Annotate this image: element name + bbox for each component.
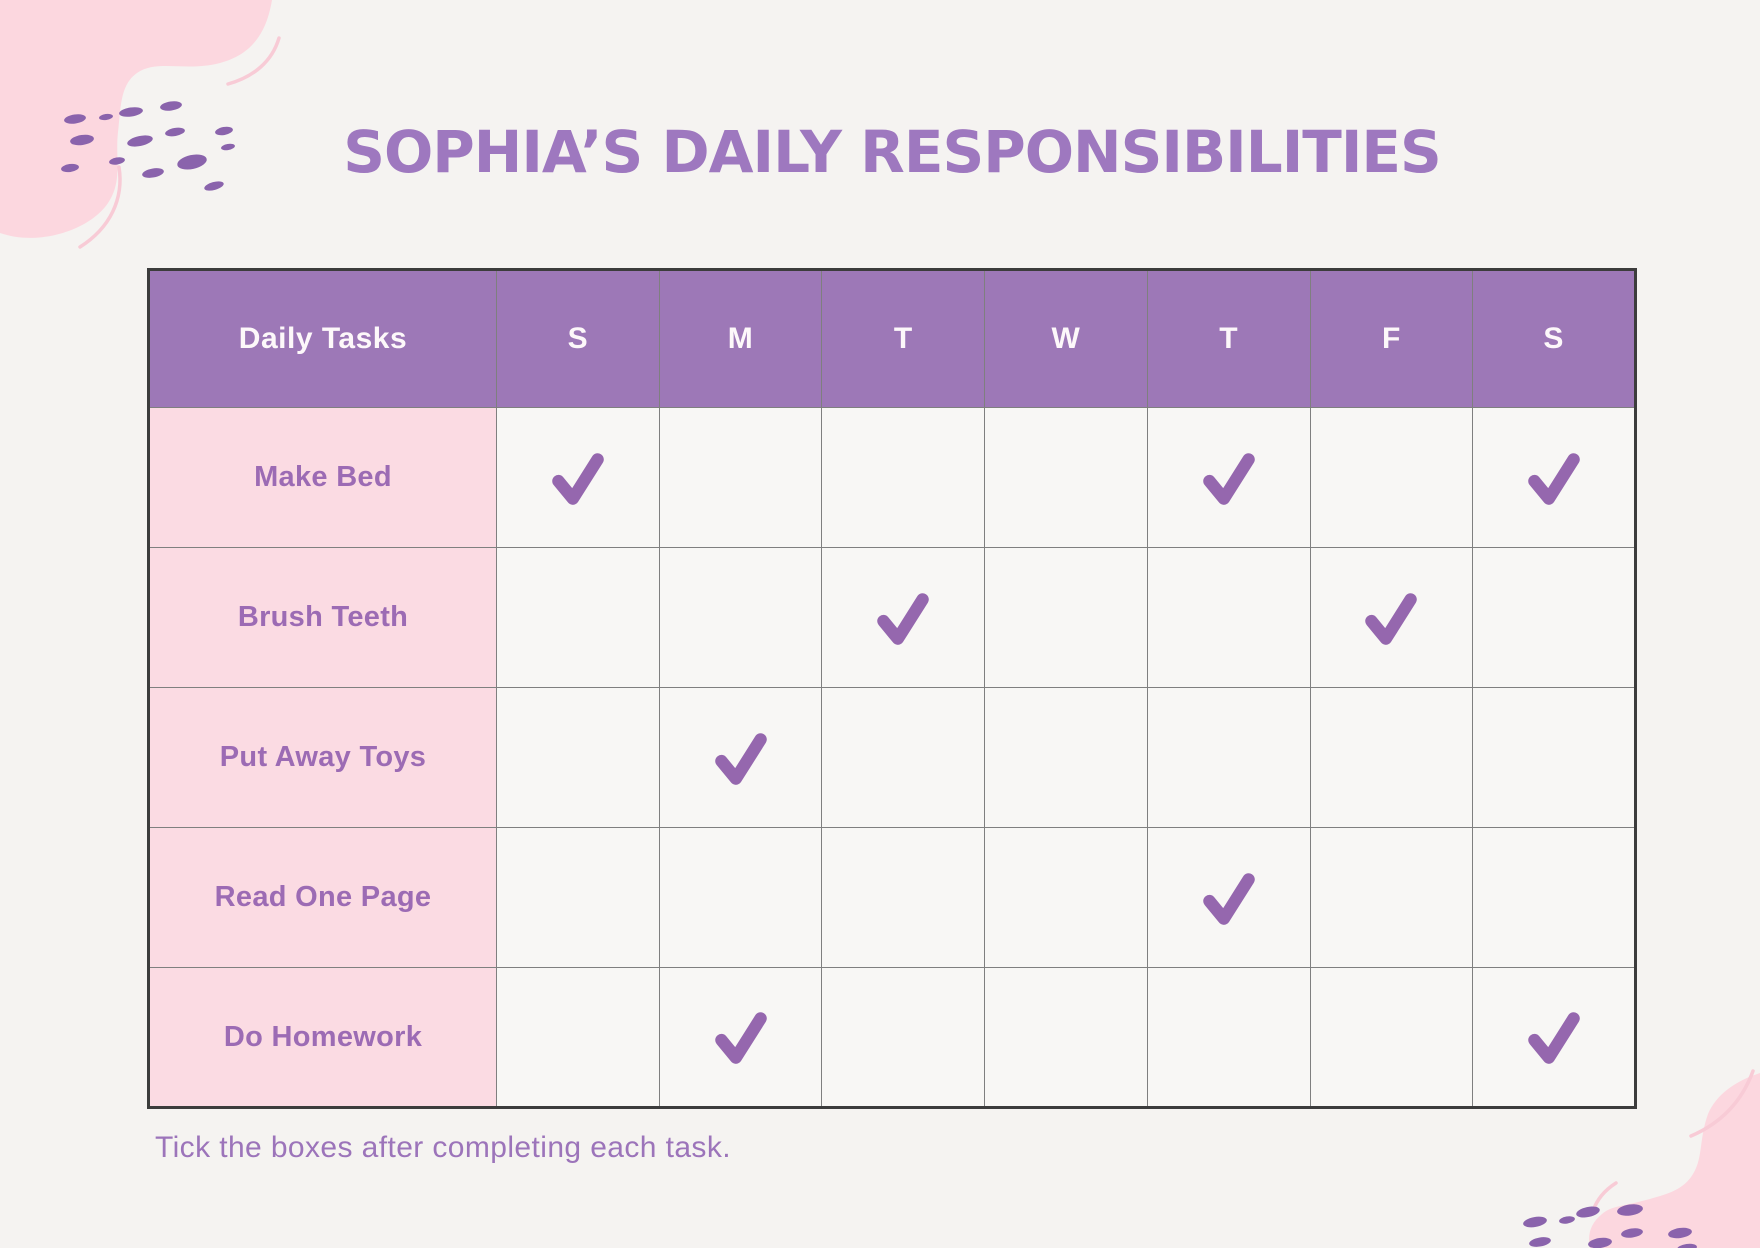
day-cell[interactable] bbox=[1472, 547, 1636, 688]
check-icon bbox=[1202, 872, 1255, 925]
day-cell[interactable] bbox=[1309, 547, 1474, 688]
day-cell[interactable] bbox=[1146, 407, 1311, 548]
day-cell[interactable] bbox=[658, 967, 823, 1108]
day-cell[interactable] bbox=[1309, 827, 1474, 968]
check-icon bbox=[1527, 452, 1580, 505]
day-cell[interactable] bbox=[658, 827, 823, 968]
chore-table: Daily Tasks S M T W T F S Make Bed Brush Teeth Pu… bbox=[147, 268, 1637, 1109]
day-cell[interactable] bbox=[1309, 967, 1474, 1108]
header-cell-day-2: T bbox=[821, 269, 986, 408]
day-cell[interactable] bbox=[984, 687, 1148, 828]
day-cell[interactable] bbox=[658, 407, 823, 548]
header-row: Daily Tasks S M T W T F S bbox=[148, 269, 1636, 408]
day-cell[interactable] bbox=[496, 407, 660, 548]
check-icon bbox=[714, 732, 767, 785]
header-cell-daily-tasks: Daily Tasks bbox=[148, 269, 497, 408]
check-icon bbox=[877, 592, 930, 645]
check-icon bbox=[1365, 592, 1418, 645]
day-cell[interactable] bbox=[658, 687, 823, 828]
day-cell[interactable] bbox=[1309, 687, 1474, 828]
day-cell[interactable] bbox=[984, 547, 1148, 688]
chore-table-header: Daily Tasks S M T W T F S bbox=[148, 269, 1636, 408]
day-cell[interactable] bbox=[984, 407, 1148, 548]
header-cell-day-3: W bbox=[984, 269, 1148, 408]
header-cell-day-6: S bbox=[1472, 269, 1636, 408]
task-label-cell: Brush Teeth bbox=[148, 547, 497, 688]
header-cell-day-4: T bbox=[1146, 269, 1311, 408]
pink-arc bbox=[1689, 1069, 1755, 1138]
day-cell[interactable] bbox=[821, 687, 986, 828]
task-label-cell: Read One Page bbox=[148, 827, 497, 968]
pink-arc bbox=[1591, 1181, 1618, 1213]
day-cell[interactable] bbox=[1146, 547, 1311, 688]
day-cell[interactable] bbox=[1472, 827, 1636, 968]
chore-table-body: Make Bed Brush Teeth Put Away Toys Read One… bbox=[148, 407, 1636, 1108]
check-icon bbox=[552, 452, 604, 505]
day-cell[interactable] bbox=[984, 967, 1148, 1108]
day-cell[interactable] bbox=[496, 687, 660, 828]
day-cell[interactable] bbox=[821, 827, 986, 968]
day-cell[interactable] bbox=[496, 547, 660, 688]
task-label-cell: Put Away Toys bbox=[148, 687, 497, 828]
day-cell[interactable] bbox=[1472, 687, 1636, 828]
check-icon bbox=[1202, 452, 1255, 505]
table-row: Make Bed bbox=[148, 407, 1636, 548]
day-cell[interactable] bbox=[1472, 967, 1636, 1108]
day-cell[interactable] bbox=[984, 827, 1148, 968]
pink-arc bbox=[226, 36, 281, 86]
task-label-cell: Do Homework bbox=[148, 967, 497, 1108]
day-cell[interactable] bbox=[1472, 407, 1636, 548]
table-row: Read One Page bbox=[148, 827, 1636, 968]
header-cell-day-1: M bbox=[658, 269, 823, 408]
header-cell-day-5: F bbox=[1309, 269, 1474, 408]
header-cell-day-0: S bbox=[496, 269, 660, 408]
day-cell[interactable] bbox=[821, 547, 986, 688]
check-icon bbox=[1527, 1012, 1580, 1064]
task-label-cell: Make Bed bbox=[148, 407, 497, 548]
footer-note: Tick the boxes after completing each tas… bbox=[155, 1131, 731, 1164]
day-cell[interactable] bbox=[496, 967, 660, 1108]
table-row: Brush Teeth bbox=[148, 547, 1636, 688]
day-cell[interactable] bbox=[1146, 687, 1311, 828]
day-cell[interactable] bbox=[658, 547, 823, 688]
day-cell[interactable] bbox=[1309, 407, 1474, 548]
pink-arc bbox=[78, 165, 122, 249]
check-icon bbox=[714, 1012, 767, 1064]
day-cell[interactable] bbox=[821, 407, 986, 548]
table-row: Do Homework bbox=[148, 967, 1636, 1108]
day-cell[interactable] bbox=[1146, 967, 1311, 1108]
table-row: Put Away Toys bbox=[148, 687, 1636, 828]
day-cell[interactable] bbox=[821, 967, 986, 1108]
page-title: SOPHIA’S DAILY RESPONSIBILITIES bbox=[343, 118, 1442, 186]
day-cell[interactable] bbox=[1146, 827, 1311, 968]
confetti-dots bbox=[1523, 1204, 1697, 1248]
day-cell[interactable] bbox=[496, 827, 660, 968]
